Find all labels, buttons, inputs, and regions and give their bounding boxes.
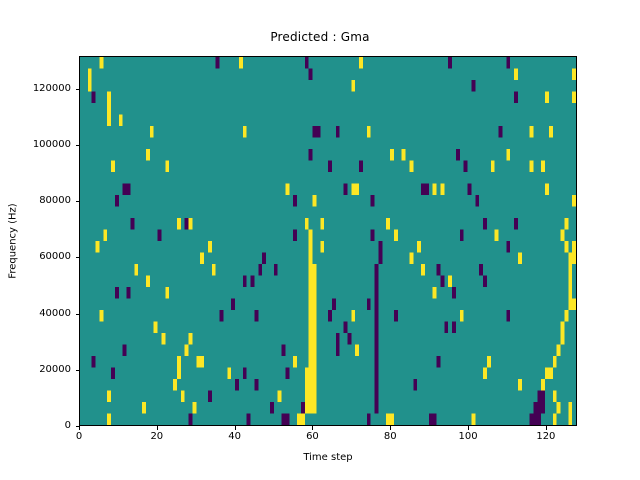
x-tick-label: 120: [536, 431, 556, 442]
y-tick-mark: [75, 201, 79, 202]
x-tick-label: 80: [383, 431, 397, 442]
x-tick-mark: [312, 426, 314, 430]
y-tick-label: 40000: [39, 307, 71, 319]
page-title: Predicted : Gma: [270, 30, 370, 44]
x-tick-mark: [156, 426, 158, 430]
y-tick-mark: [75, 144, 79, 146]
x-tick-label: 100: [458, 431, 478, 442]
y-tick-label: 80000: [39, 195, 71, 206]
x-tick-mark: [468, 426, 470, 430]
x-tick-label: 60: [306, 431, 319, 442]
heatmap-image: [80, 57, 576, 425]
heatmap-axes[interactable]: [79, 56, 577, 426]
y-tick-mark: [75, 426, 79, 427]
x-tick-label: 0: [75, 431, 83, 442]
x-tick-label: 40: [228, 431, 241, 442]
y-tick-mark: [75, 313, 79, 315]
x-tick-label: 20: [150, 431, 164, 442]
y-tick-label: 100000: [32, 138, 71, 150]
x-tick-mark: [234, 426, 236, 430]
y-tick-mark: [75, 88, 79, 90]
y-tick-label: 120000: [32, 82, 71, 94]
y-tick-mark: [75, 369, 79, 371]
x-tick-mark: [545, 426, 547, 430]
y-axis-label: Frequency (Hz): [7, 203, 19, 279]
y-tick-label: 60000: [39, 251, 71, 263]
x-tick-mark: [79, 426, 80, 430]
y-tick-label: 0: [64, 420, 71, 431]
y-tick-label: 20000: [39, 363, 71, 375]
x-tick-mark: [390, 426, 392, 430]
x-axis-label: Time step: [303, 452, 353, 463]
y-tick-mark: [75, 257, 79, 259]
